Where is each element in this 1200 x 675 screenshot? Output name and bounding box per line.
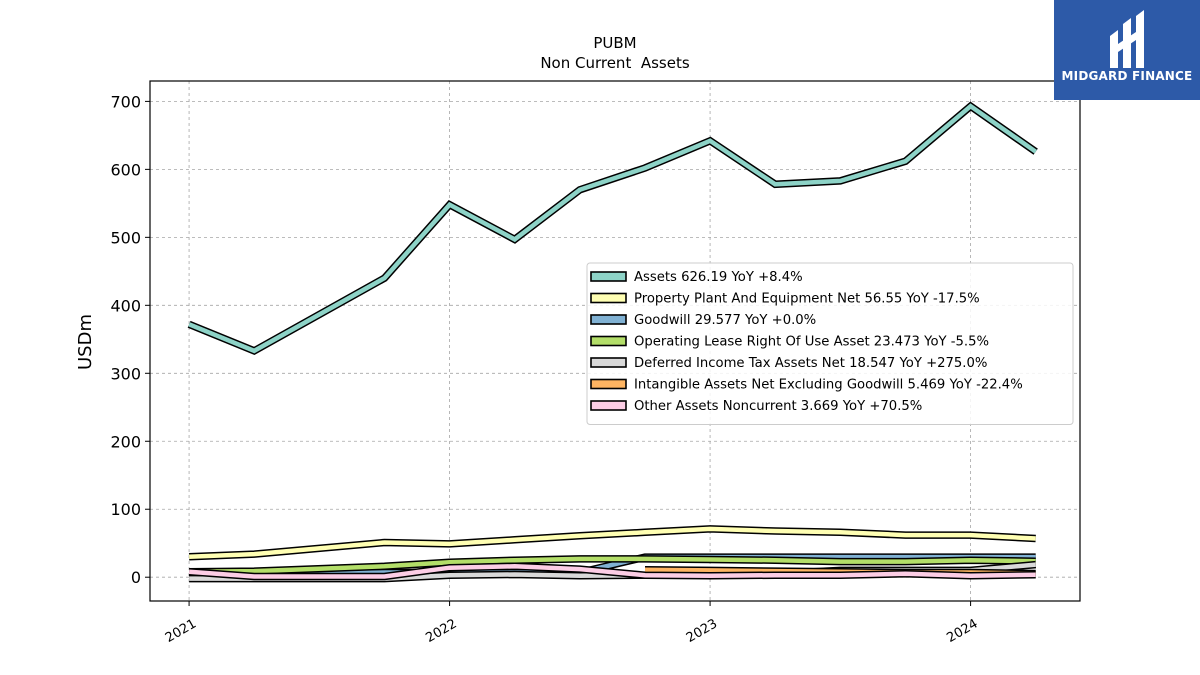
y-tick-label: 0 xyxy=(131,568,141,587)
y-tick-label: 600 xyxy=(110,160,141,179)
series-3 xyxy=(189,555,1036,576)
y-tick-label: 100 xyxy=(110,500,141,519)
x-tick-label: 2023 xyxy=(684,616,720,646)
plot-frame xyxy=(149,80,1081,602)
legend-box xyxy=(586,262,1074,425)
legend-swatch xyxy=(590,357,627,368)
legend-swatch xyxy=(590,271,627,282)
legend-label: Operating Lease Right Of Use Asset 23.47… xyxy=(634,335,989,350)
chart-title: PUBM xyxy=(593,34,636,52)
series-0 xyxy=(187,101,1038,356)
series-line xyxy=(188,103,1037,354)
series-6 xyxy=(188,562,1036,581)
legend-label: Other Assets Noncurrent 3.669 YoY +70.5% xyxy=(634,399,922,414)
legend-swatch xyxy=(590,378,627,390)
legend-label: Intangible Assets Net Excluding Goodwill… xyxy=(634,378,1023,393)
chart-subtitle: Non Current Assets xyxy=(540,54,690,72)
midgard-logo-icon xyxy=(1110,10,1144,68)
y-tick-label: 400 xyxy=(110,296,141,315)
legend-label: Goodwill 29.577 YoY +0.0% xyxy=(634,313,816,328)
y-tick-label: 200 xyxy=(110,432,141,451)
y-axis-label: USDm xyxy=(75,314,96,370)
legend-label: Deferred Income Tax Assets Net 18.547 Yo… xyxy=(634,356,987,371)
series-1 xyxy=(188,525,1036,561)
legend-swatch xyxy=(590,335,627,347)
legend-swatch xyxy=(590,400,627,411)
series-line xyxy=(189,526,1036,560)
x-tick-label: 2021 xyxy=(163,616,199,646)
series-line xyxy=(188,564,1036,579)
x-tick-label: 2024 xyxy=(944,616,980,646)
legend-swatch xyxy=(590,292,627,304)
series-line xyxy=(189,556,1036,575)
y-tick-label: 700 xyxy=(110,92,141,111)
series-layer xyxy=(187,101,1038,583)
y-tick-label: 500 xyxy=(110,228,141,247)
legend-label: Assets 626.19 YoY +8.4% xyxy=(634,270,803,285)
logo: MIDGARD FINANCE xyxy=(1054,0,1200,100)
legend-label: Property Plant And Equipment Net 56.55 Y… xyxy=(634,292,980,307)
legend-swatch xyxy=(590,314,627,325)
legend: Assets 626.19 YoY +8.4% Property Plant An… xyxy=(586,262,1074,425)
x-tick-label: 2022 xyxy=(423,616,459,646)
logo-text: MIDGARD FINANCE xyxy=(1061,69,1193,83)
y-tick-label: 300 xyxy=(110,364,141,383)
